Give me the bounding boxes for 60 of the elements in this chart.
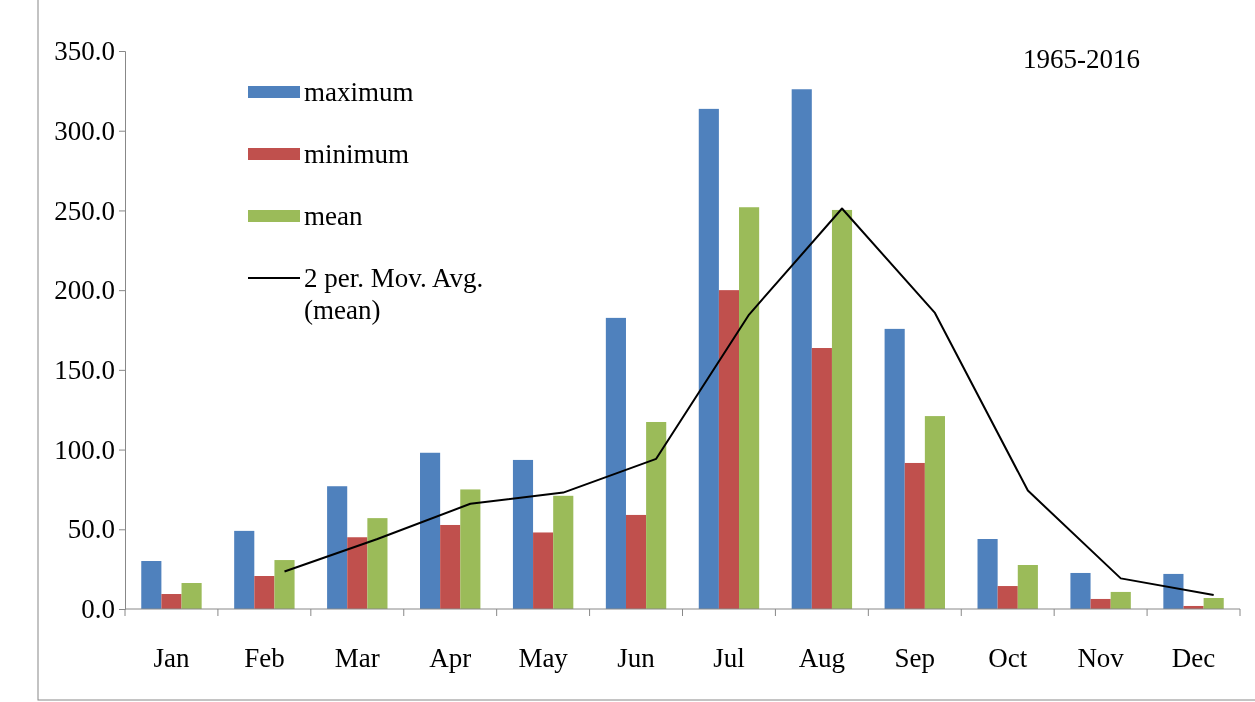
bar (831, 209, 853, 609)
bar (553, 495, 574, 609)
bar (904, 462, 925, 609)
bar (924, 416, 945, 609)
y-tick-label: 100.0 (54, 434, 115, 465)
bar (1017, 565, 1038, 609)
legend-label: maximum (304, 77, 414, 107)
bar (605, 317, 626, 609)
y-tick-label: 300.0 (54, 115, 115, 146)
y-tick-label: 50.0 (67, 514, 115, 545)
y-tick-label: 250.0 (54, 195, 115, 226)
bar (1163, 573, 1184, 609)
x-tick-label: Dec (1171, 643, 1216, 673)
bar (347, 537, 368, 609)
x-tick-label: May (518, 643, 569, 673)
x-tick-label: Feb (244, 643, 285, 673)
bar (1203, 598, 1224, 609)
x-tick-label: Oct (988, 643, 1028, 673)
bar (718, 290, 740, 609)
x-tick-label: Sep (894, 643, 936, 673)
bar (440, 524, 461, 609)
bar (791, 89, 812, 609)
bar (234, 530, 255, 609)
y-tick-label: 0.0 (81, 594, 115, 625)
bar (161, 594, 182, 609)
y-tick-label: 350.0 (54, 36, 115, 67)
bar (739, 207, 760, 609)
bar (1070, 572, 1091, 609)
legend-label: 2 per. Mov. Avg. (mean) (304, 263, 484, 325)
bar (533, 532, 554, 609)
legend-label: mean (304, 201, 363, 231)
bar (420, 452, 441, 609)
bar (698, 108, 719, 609)
bar (367, 518, 388, 609)
bar (274, 560, 295, 609)
bar (254, 576, 275, 609)
bar (977, 539, 998, 609)
bar (141, 561, 162, 609)
legend-label: minimum (304, 139, 410, 169)
y-tick-label: 150.0 (54, 355, 115, 385)
x-tick-label: Jul (713, 643, 745, 673)
line-series (283, 207, 1215, 596)
x-tick-label: Mar (334, 643, 380, 673)
x-tick-label: Aug (798, 643, 846, 673)
bar (327, 486, 348, 609)
bar (1110, 591, 1131, 609)
x-tick-label: Nov (1077, 643, 1125, 673)
bar (625, 514, 647, 609)
bar (460, 489, 481, 609)
annotation: 1965-2016 (1023, 44, 1140, 74)
x-tick-label: Jun (617, 643, 656, 673)
bar (884, 328, 905, 609)
bar (997, 586, 1018, 609)
bar (512, 459, 534, 609)
bar (646, 421, 667, 609)
bar (811, 348, 832, 609)
bar (181, 583, 202, 609)
x-tick-label: Apr (429, 643, 472, 673)
y-tick-label: 200.0 (54, 275, 115, 306)
x-tick-label: Jan (153, 643, 190, 673)
